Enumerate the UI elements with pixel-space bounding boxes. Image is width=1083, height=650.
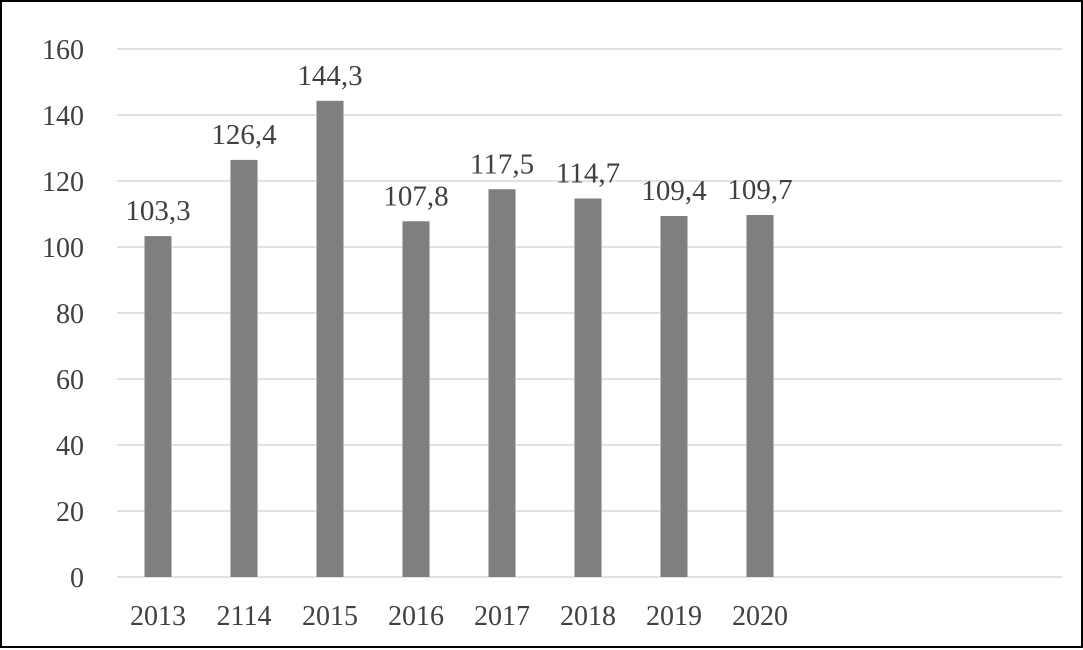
x-tick-label: 2019 — [646, 601, 702, 632]
y-tick-label: 140 — [42, 101, 84, 132]
data-label: 103,3 — [125, 195, 190, 227]
x-tick-label: 2015 — [302, 601, 358, 632]
data-label: 109,7 — [727, 174, 792, 206]
bar — [231, 160, 258, 577]
data-label: 109,4 — [641, 175, 707, 207]
data-label: 117,5 — [470, 148, 534, 180]
data-label: 114,7 — [556, 157, 620, 189]
y-tick-label: 80 — [56, 299, 84, 330]
y-tick-label: 160 — [42, 35, 84, 66]
x-tick-label: 2017 — [474, 601, 530, 632]
y-tick-label: 100 — [42, 233, 84, 264]
y-tick-label: 40 — [56, 431, 84, 462]
y-axis-ticks: 0 20 40 60 80 100 120 140 160 — [42, 35, 84, 594]
bar — [317, 101, 344, 577]
y-tick-label: 0 — [70, 563, 84, 594]
x-tick-label: 2020 — [732, 601, 788, 632]
bar — [747, 215, 774, 577]
data-label: 107,8 — [383, 180, 448, 212]
bar — [661, 216, 688, 577]
data-label: 144,3 — [297, 60, 362, 92]
x-axis-ticks: 2013 2114 2015 2016 2017 2018 2019 2020 — [130, 601, 788, 632]
bar — [489, 189, 516, 577]
x-tick-label: 2018 — [560, 601, 616, 632]
bar — [575, 198, 602, 577]
y-tick-label: 120 — [42, 167, 84, 198]
bars — [145, 101, 774, 577]
data-label: 126,4 — [211, 119, 277, 151]
x-tick-label: 2016 — [388, 601, 444, 632]
x-tick-label: 2013 — [130, 601, 186, 632]
bar — [403, 221, 430, 577]
bar — [145, 236, 172, 577]
y-tick-label: 20 — [56, 497, 84, 528]
data-labels: 103,3 126,4 144,3 107,8 117,5 114,7 109,4 109,7 — [125, 60, 792, 227]
y-tick-label: 60 — [56, 365, 84, 396]
x-tick-label: 2114 — [217, 601, 272, 632]
